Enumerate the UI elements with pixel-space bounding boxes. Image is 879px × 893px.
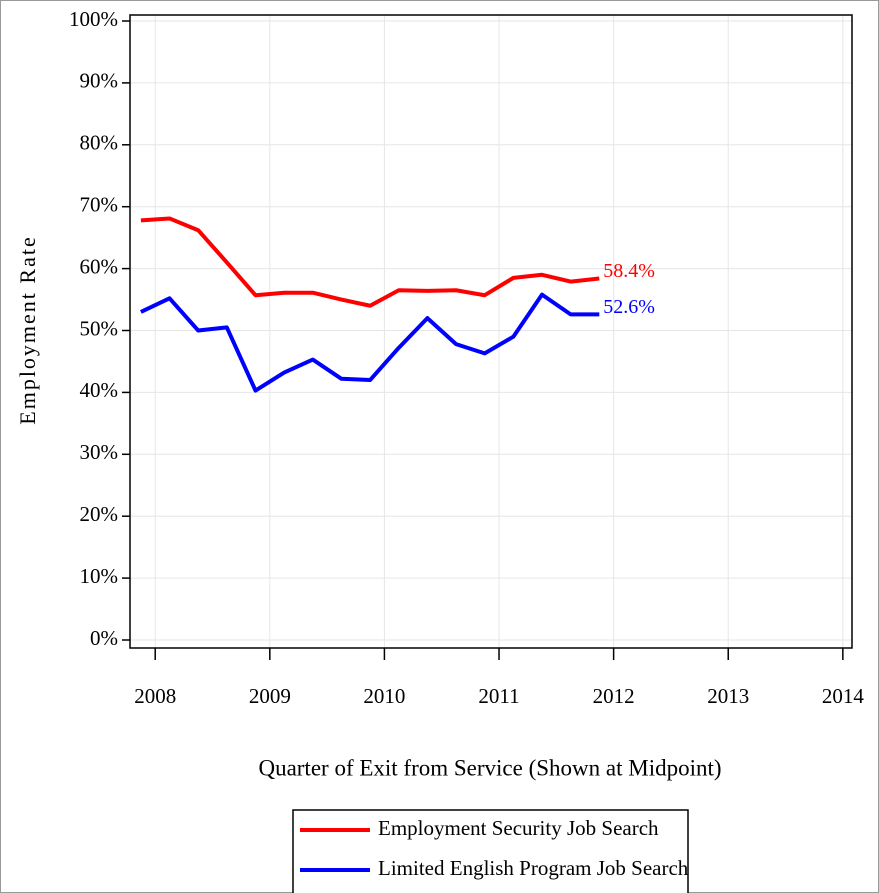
legend: Employment Security Job Search Limited En… [300,816,689,880]
y-tick-label: 60% [80,254,119,278]
x-tick-label: 2012 [593,684,635,708]
legend-box [292,809,689,893]
y-tick-label: 90% [80,69,119,93]
y-tick-label: 20% [80,502,119,526]
x-axis-title: Quarter of Exit from Service (Shown at M… [258,755,721,780]
y-tick-label: 80% [80,131,119,155]
y-tick-label: 70% [80,193,119,217]
y-tick-label: 50% [80,316,119,340]
grid-layer [130,15,852,648]
x-tick-label: 2009 [249,684,291,708]
series-line [140,292,600,393]
y-tick-label: 0% [90,626,118,650]
y-tick-label: 40% [80,378,119,402]
x-tick-label: 2010 [363,684,405,708]
x-tick-label: 2011 [478,684,519,708]
y-tick-label: 30% [80,440,119,464]
y-tick-label: 100% [69,7,118,31]
value-label: 52.6% [603,296,655,318]
y-axis-title: Employment Rate [15,235,40,424]
value-label: 58.4% [603,260,655,282]
x-tick-label: 2008 [134,684,176,708]
legend-label: Employment Security Job Search [378,816,659,840]
legend-label: Limited English Program Job Search [378,856,689,880]
plot-frame [129,14,853,649]
y-tick-label: 10% [80,564,119,588]
x-tick-label: 2013 [707,684,749,708]
series-line [140,216,600,308]
marks-layer: 58.4% 52.6% [140,216,655,393]
x-tick-label: 2014 [822,684,865,708]
